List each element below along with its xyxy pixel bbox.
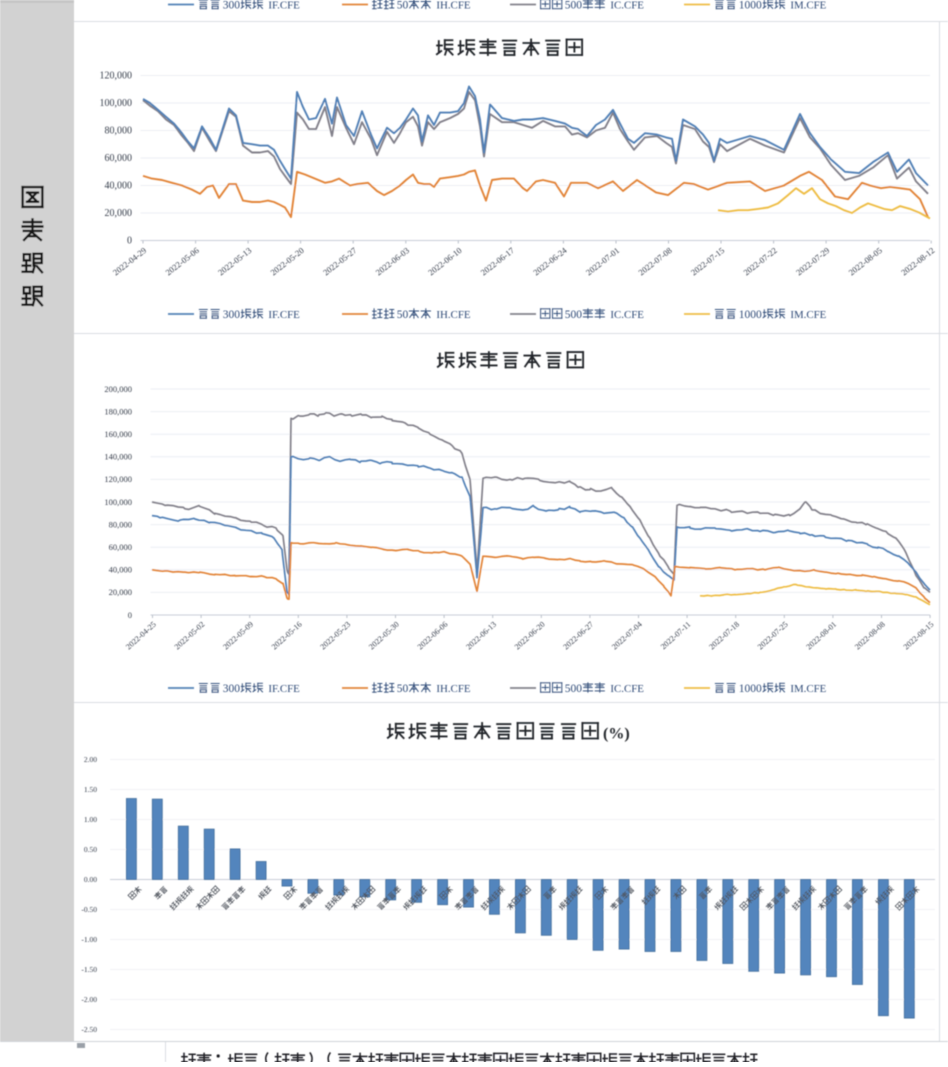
svg-text:1000: 1000 bbox=[739, 683, 762, 695]
svg-text:IM.CFE: IM.CFE bbox=[790, 309, 826, 321]
svg-text:-1.00: -1.00 bbox=[81, 935, 97, 944]
svg-text:IH.CFE: IH.CFE bbox=[436, 0, 471, 11]
svg-text:300: 300 bbox=[223, 683, 241, 695]
svg-text:IM.CFE: IM.CFE bbox=[790, 683, 826, 695]
svg-text:60,000: 60,000 bbox=[109, 542, 132, 552]
svg-text:200,000: 200,000 bbox=[104, 384, 132, 394]
svg-text:0: 0 bbox=[127, 236, 132, 247]
svg-text:IM.CFE: IM.CFE bbox=[790, 0, 826, 11]
svg-text:1000: 1000 bbox=[739, 309, 762, 321]
svg-text:1000: 1000 bbox=[739, 0, 762, 11]
svg-text:(%): (%) bbox=[603, 726, 630, 743]
svg-text:100,000: 100,000 bbox=[104, 497, 132, 507]
svg-text:140,000: 140,000 bbox=[104, 452, 132, 462]
svg-text:20,000: 20,000 bbox=[109, 587, 132, 597]
svg-text:120,000: 120,000 bbox=[100, 71, 133, 82]
svg-text:60,000: 60,000 bbox=[105, 153, 133, 164]
svg-text:50: 50 bbox=[397, 0, 409, 11]
svg-text:IF.CFE: IF.CFE bbox=[268, 309, 300, 321]
svg-text:1.00: 1.00 bbox=[84, 815, 97, 824]
svg-text:IF.CFE: IF.CFE bbox=[268, 683, 300, 695]
svg-text:500: 500 bbox=[565, 0, 583, 11]
svg-text:300: 300 bbox=[223, 0, 241, 11]
svg-text:160,000: 160,000 bbox=[104, 429, 132, 439]
svg-text:IF.CFE: IF.CFE bbox=[268, 0, 300, 11]
svg-text:500: 500 bbox=[565, 683, 583, 695]
svg-text:300: 300 bbox=[223, 309, 241, 321]
svg-text:-2.00: -2.00 bbox=[81, 995, 97, 1004]
svg-text:-2.50: -2.50 bbox=[81, 1025, 97, 1034]
svg-text:0.00: 0.00 bbox=[84, 875, 97, 884]
svg-text:IC.CFE: IC.CFE bbox=[610, 309, 644, 321]
svg-text:IH.CFE: IH.CFE bbox=[436, 309, 471, 321]
svg-text:100,000: 100,000 bbox=[100, 98, 133, 109]
svg-text:40,000: 40,000 bbox=[109, 565, 132, 575]
svg-text:120,000: 120,000 bbox=[104, 474, 132, 484]
svg-text:40,000: 40,000 bbox=[105, 181, 133, 192]
svg-text:IH.CFE: IH.CFE bbox=[436, 683, 471, 695]
svg-text:50: 50 bbox=[397, 309, 409, 321]
svg-text:500: 500 bbox=[565, 309, 583, 321]
svg-text:50: 50 bbox=[397, 683, 409, 695]
svg-text:1.50: 1.50 bbox=[84, 785, 97, 794]
svg-text:80,000: 80,000 bbox=[109, 519, 132, 529]
svg-text:-1.50: -1.50 bbox=[81, 965, 97, 974]
svg-text:180,000: 180,000 bbox=[104, 406, 132, 416]
svg-text:0: 0 bbox=[128, 610, 132, 620]
svg-text:-0.50: -0.50 bbox=[81, 905, 97, 914]
svg-text:0.50: 0.50 bbox=[84, 845, 97, 854]
svg-text:2.00: 2.00 bbox=[84, 755, 97, 764]
svg-text:IC.CFE: IC.CFE bbox=[610, 0, 644, 11]
svg-text:20,000: 20,000 bbox=[105, 208, 133, 219]
svg-text:IC.CFE: IC.CFE bbox=[610, 683, 644, 695]
svg-text:80,000: 80,000 bbox=[105, 126, 133, 137]
